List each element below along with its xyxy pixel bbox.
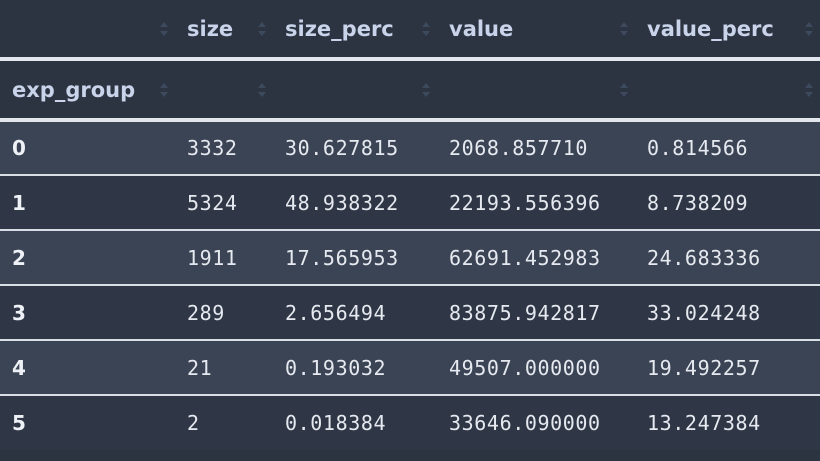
sort-icon[interactable] [257,21,267,37]
cell-value: 22193.556396 [449,190,601,215]
cell-size: 289 [187,300,225,325]
cell-size-perc: 30.627815 [285,136,399,160]
cell-size: 5324 [187,190,238,215]
sort-icon[interactable] [257,82,267,98]
column-header-value[interactable]: value [437,0,635,59]
table-row: 2 1911 17.565953 62691.452983 24.683336 [0,230,820,285]
cell-size: 1911 [187,245,238,270]
column-header-label: size_perc [285,16,394,41]
row-index: 2 [12,245,26,270]
table-row: 3 289 2.656494 83875.942817 33.024248 [0,285,820,340]
cell-value-perc: 13.247384 [647,411,761,435]
cell-value-perc: 0.814566 [647,136,749,160]
sort-icon[interactable] [421,82,431,98]
table-row: 4 21 0.193032 49507.000000 19.492257 [0,340,820,395]
column-header-label: value_perc [647,16,774,41]
table-row: 1 5324 48.938322 22193.556396 8.738209 [0,175,820,230]
row-index: 1 [12,190,26,215]
index-header-blank[interactable] [437,59,635,120]
column-header-blank[interactable] [0,0,175,59]
table-row: 5 2 0.018384 33646.090000 13.247384 [0,395,820,450]
column-header-size[interactable]: size [175,0,273,59]
cell-size-perc: 17.565953 [285,245,399,270]
dataframe-table: size size_perc value value_perc [0,0,820,450]
cell-size-perc: 0.193032 [285,355,387,380]
cell-value: 83875.942817 [449,300,601,325]
cell-value-perc: 8.738209 [647,190,749,215]
sort-icon[interactable] [804,21,814,37]
sort-icon[interactable] [619,82,629,98]
cell-size: 3332 [187,136,238,160]
column-header-label: value [449,16,514,41]
index-header-exp-group[interactable]: exp_group [0,59,175,120]
sort-icon[interactable] [159,21,169,37]
index-header-blank[interactable] [635,59,820,120]
sort-icon[interactable] [421,21,431,37]
cell-size-perc: 2.656494 [285,300,387,325]
sort-icon[interactable] [619,21,629,37]
row-index: 3 [12,300,26,325]
cell-value: 33646.090000 [449,411,601,435]
cell-value-perc: 24.683336 [647,245,761,270]
sort-icon[interactable] [159,82,169,98]
column-header-label: size [187,16,234,41]
cell-value: 49507.000000 [449,355,601,380]
row-index: 4 [12,355,26,380]
index-header-blank[interactable] [175,59,273,120]
index-header-label: exp_group [12,77,136,102]
cell-value-perc: 33.024248 [647,300,761,325]
cell-value: 2068.857710 [449,136,589,160]
index-header-blank[interactable] [273,59,437,120]
column-header-row: size size_perc value value_perc [0,0,820,59]
cell-size-perc: 0.018384 [285,411,387,435]
index-header-row: exp_group [0,59,820,120]
cell-value-perc: 19.492257 [647,355,761,380]
row-index: 5 [12,411,26,435]
cell-size: 2 [187,411,200,435]
column-header-size-perc[interactable]: size_perc [273,0,437,59]
sort-icon[interactable] [804,82,814,98]
table-row: 0 3332 30.627815 2068.857710 0.814566 [0,120,820,175]
cell-size: 21 [187,355,213,380]
row-index: 0 [12,136,26,160]
cell-value: 62691.452983 [449,245,601,270]
cell-size-perc: 48.938322 [285,190,399,215]
column-header-value-perc[interactable]: value_perc [635,0,820,59]
